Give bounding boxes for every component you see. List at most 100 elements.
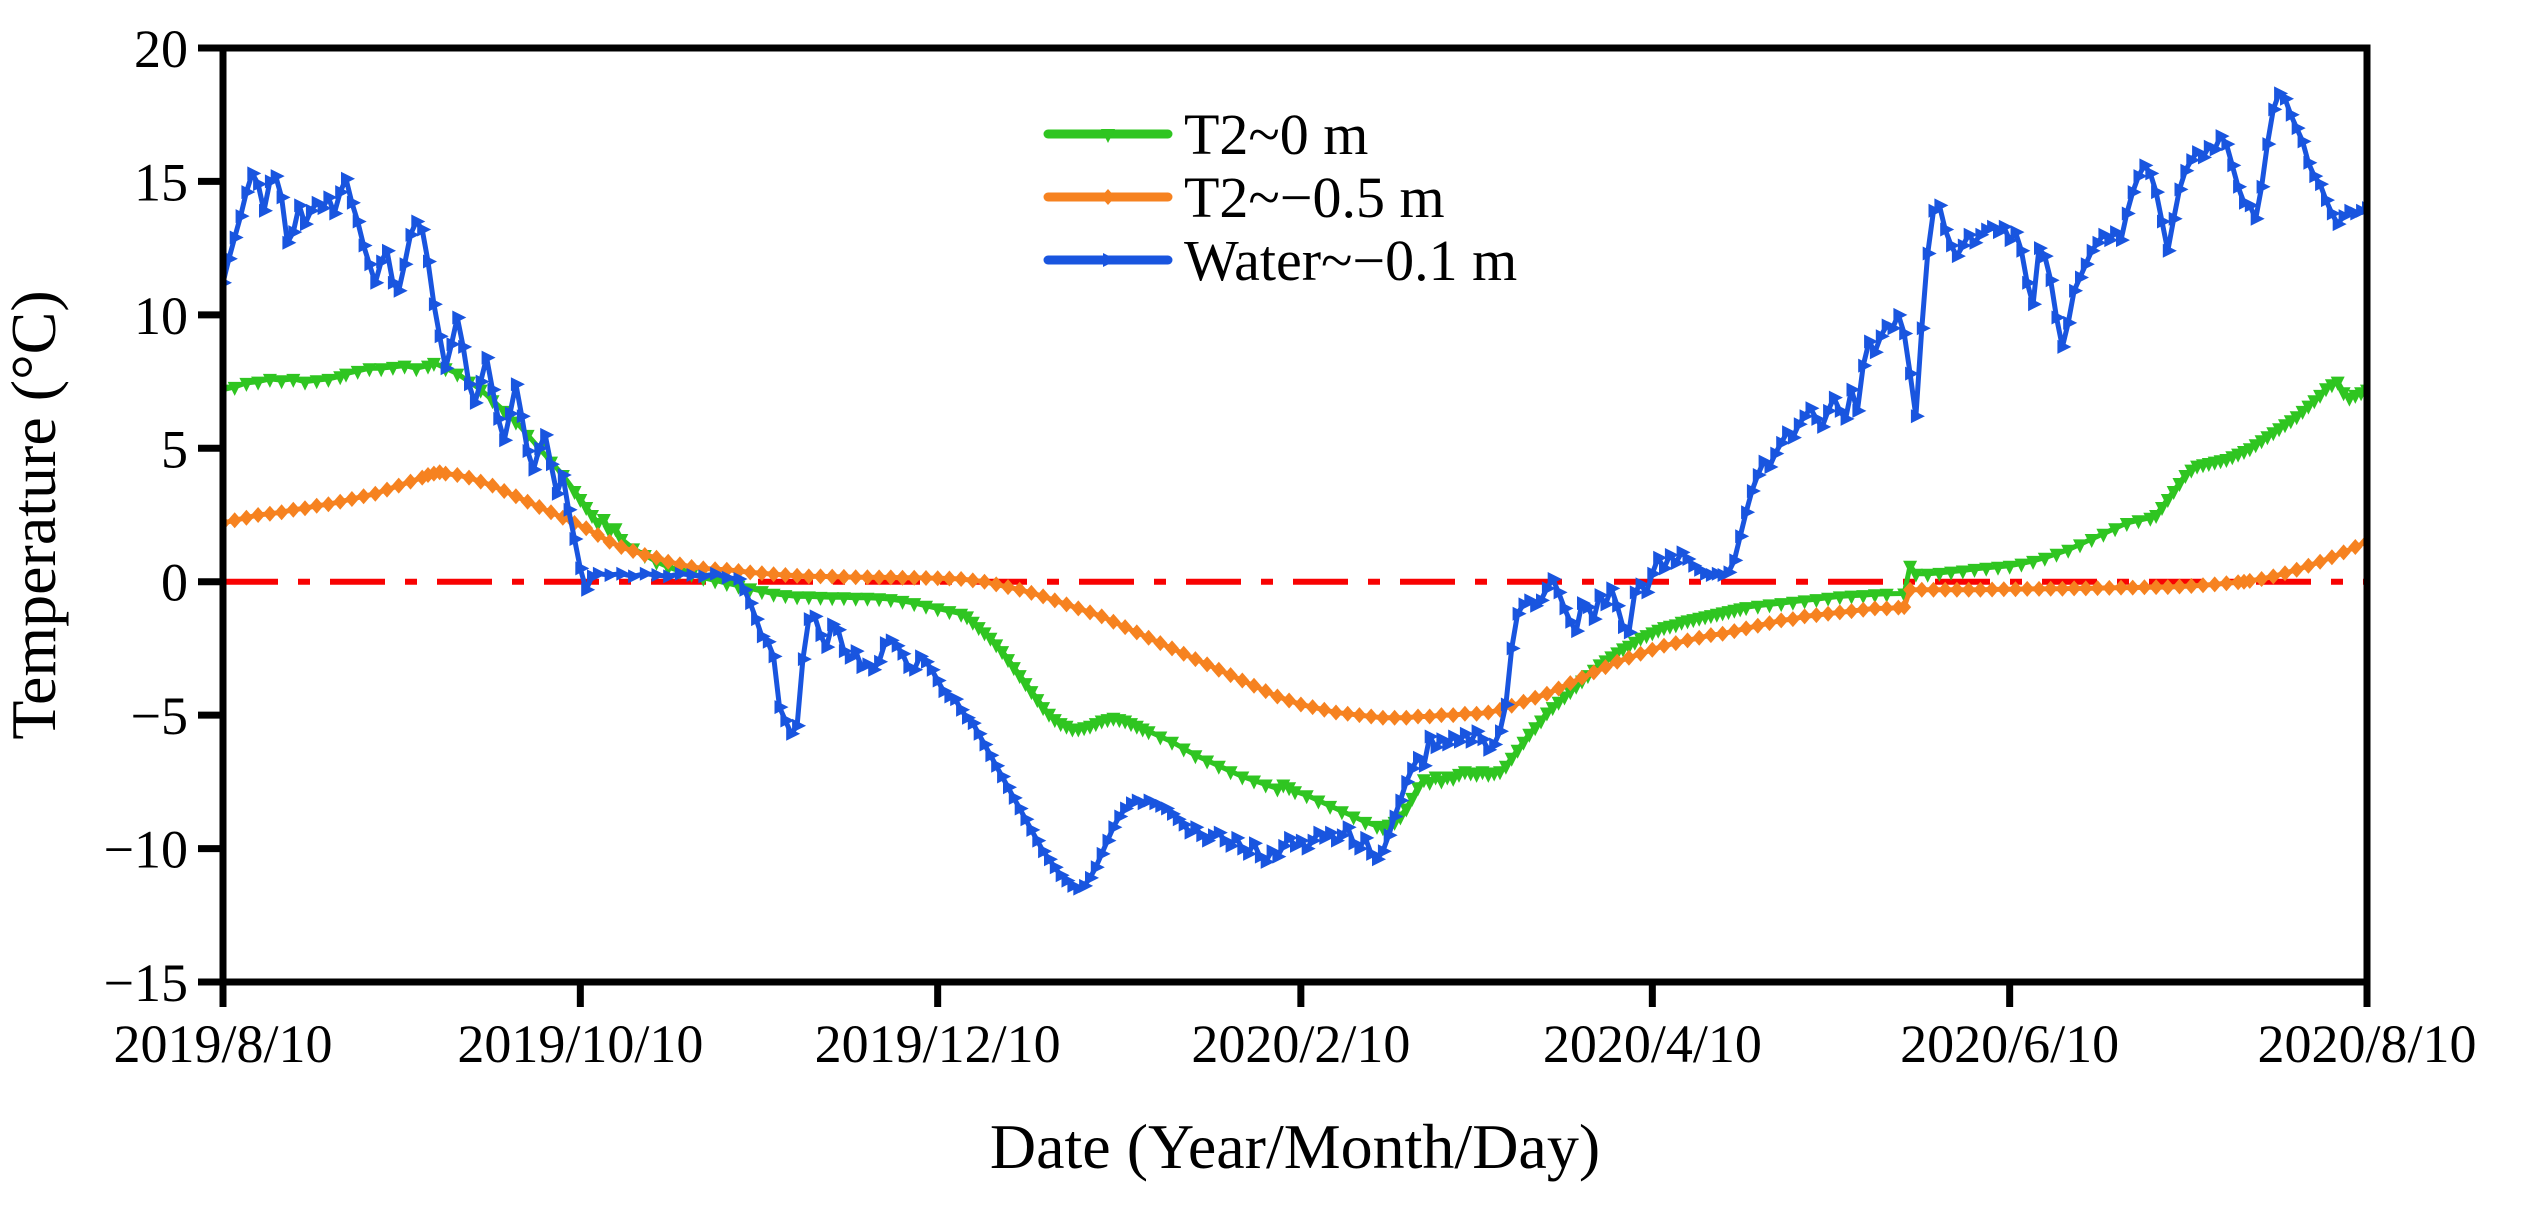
diamond-marker	[1575, 669, 1589, 686]
triangle-right-marker	[1102, 833, 1117, 848]
diamond-marker	[1024, 584, 1039, 601]
diamond-marker	[1188, 651, 1203, 668]
triangle-right-marker	[1729, 553, 1744, 568]
diamond-marker	[1551, 680, 1566, 697]
triangle-right-marker	[481, 350, 496, 365]
triangle-right-marker	[2291, 121, 2306, 136]
triangle-right-marker	[1231, 830, 1246, 845]
diamond-marker	[333, 493, 348, 510]
triangle-down-marker	[1774, 598, 1789, 613]
triangle-right-marker	[1325, 825, 1340, 840]
triangle-down-marker	[2155, 502, 2169, 516]
triangle-right-marker	[1623, 625, 1638, 640]
diamond-marker	[1528, 689, 1543, 706]
triangle-right-marker	[1342, 820, 1357, 835]
y-tick-label: 20	[134, 19, 188, 79]
diamond-marker	[2160, 579, 2175, 596]
triangle-right-marker	[1506, 641, 1521, 656]
triangle-down-marker	[1832, 591, 1847, 606]
diamond-marker	[614, 539, 629, 555]
triangle-down-marker	[286, 373, 301, 388]
triangle-right-marker	[1682, 552, 1697, 566]
triangle-right-marker	[868, 662, 883, 677]
triangle-right-marker	[2092, 235, 2107, 250]
triangle-right-marker	[1559, 601, 1574, 616]
diamond-marker	[1059, 596, 1074, 613]
triangle-right-marker	[1424, 729, 1439, 744]
diamond-marker	[1106, 613, 1121, 630]
diamond-marker	[1036, 588, 1051, 605]
diamond-marker	[1856, 601, 1871, 618]
triangle-down-marker	[2172, 478, 2187, 492]
triangle-down-marker	[2049, 548, 2064, 563]
triangle-right-marker	[698, 569, 713, 584]
diamond-marker	[1223, 667, 1238, 684]
triangle-right-marker	[2010, 225, 2025, 240]
triangle-down-marker	[1750, 600, 1765, 615]
triangle-right-marker	[1026, 822, 1041, 837]
triangle-right-marker	[1934, 198, 1949, 213]
triangle-right-marker	[1213, 825, 1228, 840]
triangle-down-marker	[1235, 771, 1250, 786]
triangle-right-marker	[253, 177, 268, 192]
diamond-marker	[2301, 557, 2316, 574]
triangle-right-marker	[1413, 750, 1427, 765]
diamond-marker	[895, 569, 910, 586]
triangle-down-marker	[1030, 694, 1045, 709]
triangle-right-marker	[991, 758, 1006, 773]
triangle-down-marker	[778, 590, 793, 605]
diamond-marker	[743, 564, 758, 581]
x-tick-label: 2020/8/10	[2257, 1014, 2476, 1074]
diamond-marker	[485, 477, 500, 494]
diamond-marker	[227, 512, 242, 529]
diamond-marker	[2242, 572, 2257, 589]
diamond-marker	[2090, 580, 2105, 597]
diamond-marker	[1247, 677, 1261, 694]
triangle-right-marker	[528, 462, 543, 477]
diamond-marker	[1211, 661, 1226, 678]
diamond-marker	[2137, 579, 2152, 596]
triangle-right-marker	[575, 561, 590, 576]
triangle-right-marker	[751, 612, 766, 627]
triangle-down-marker	[298, 376, 312, 391]
triangle-down-marker	[309, 375, 324, 390]
triangle-right-marker	[1407, 761, 1422, 776]
triangle-right-marker	[335, 185, 350, 200]
triangle-down-marker	[2149, 510, 2164, 524]
triangle-down-marker	[1428, 771, 1443, 786]
triangle-down-marker	[1188, 750, 1203, 765]
triangle-down-marker	[1024, 686, 1039, 701]
diamond-marker	[1329, 704, 1343, 721]
triangle-down-marker	[942, 606, 957, 621]
diamond-marker	[1897, 599, 1912, 616]
diamond-marker	[1399, 709, 1414, 726]
triangle-right-marker	[745, 596, 760, 611]
triangle-right-marker	[1090, 860, 1105, 875]
diamond-marker	[462, 469, 476, 486]
triangle-right-marker	[1664, 548, 1679, 562]
triangle-down-marker	[801, 591, 816, 606]
triangle-right-marker	[985, 748, 1000, 763]
triangle-right-marker	[1418, 758, 1433, 773]
triangle-down-marker	[1504, 752, 1519, 767]
triangle-down-marker	[1510, 744, 1525, 759]
triangle-down-marker	[2160, 494, 2175, 508]
triangle-right-marker	[2057, 339, 2072, 354]
triangle-right-marker	[2004, 233, 2019, 248]
triangle-right-marker	[1653, 550, 1668, 565]
triangle-down-marker	[1809, 594, 1824, 609]
triangle-down-marker	[1288, 786, 1302, 801]
triangle-right-marker	[346, 195, 361, 210]
triangle-right-marker	[833, 622, 848, 637]
triangle-right-marker	[546, 457, 560, 472]
legend-label: T2~0 m	[1184, 102, 1368, 167]
triangle-down-marker	[1311, 795, 1326, 810]
triangle-down-marker	[1223, 766, 1238, 781]
triangle-down-marker	[1879, 588, 1894, 603]
diamond-marker	[1610, 653, 1625, 670]
triangle-down-marker	[1932, 567, 1947, 582]
triangle-right-marker	[1495, 724, 1509, 739]
triangle-down-marker	[1955, 565, 1970, 580]
triangle-right-marker	[1512, 606, 1527, 621]
